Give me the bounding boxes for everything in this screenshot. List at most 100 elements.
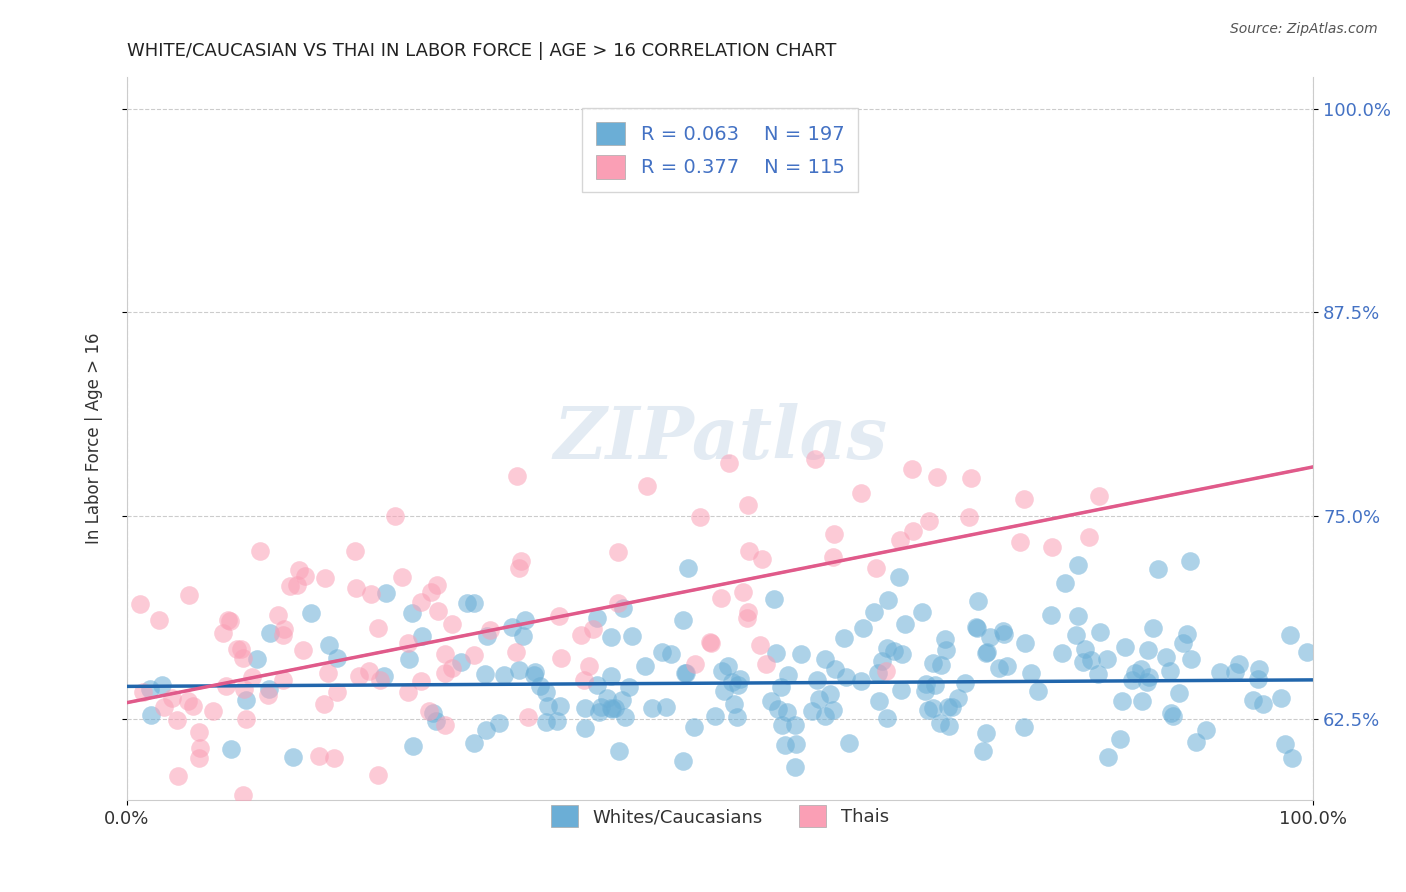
Point: [675, 666, 697, 681]
Point: [411, 673, 433, 688]
Point: [785, 737, 807, 751]
Point: [1249, 662, 1271, 676]
Point: [1010, 535, 1032, 549]
Point: [1227, 657, 1250, 672]
Point: [911, 605, 934, 619]
Point: [887, 570, 910, 584]
Point: [935, 642, 957, 657]
Point: [1111, 694, 1133, 708]
Point: [851, 621, 873, 635]
Point: [921, 701, 943, 715]
Point: [953, 676, 976, 690]
Point: [162, 691, 184, 706]
Point: [700, 635, 723, 649]
Point: [903, 524, 925, 538]
Point: [751, 551, 773, 566]
Point: [401, 606, 423, 620]
Point: [411, 629, 433, 643]
Point: [578, 659, 600, 673]
Point: [217, 613, 239, 627]
Point: [474, 667, 496, 681]
Point: [1088, 625, 1111, 640]
Point: [849, 674, 872, 689]
Point: [818, 687, 841, 701]
Point: [921, 657, 943, 671]
Point: [957, 509, 980, 524]
Point: [281, 750, 304, 764]
Point: [1135, 675, 1157, 690]
Point: [717, 659, 740, 673]
Point: [766, 702, 789, 716]
Point: [769, 680, 792, 694]
Point: [731, 584, 754, 599]
Point: [801, 704, 824, 718]
Point: [1184, 735, 1206, 749]
Point: [1021, 665, 1043, 680]
Point: [1274, 737, 1296, 751]
Point: [914, 677, 936, 691]
Point: [166, 713, 188, 727]
Point: [374, 586, 396, 600]
Point: [600, 702, 623, 716]
Point: [202, 705, 225, 719]
Point: [1012, 492, 1035, 507]
Point: [529, 679, 551, 693]
Text: WHITE/CAUCASIAN VS THAI IN LABOR FORCE | AGE > 16 CORRELATION CHART: WHITE/CAUCASIAN VS THAI IN LABOR FORCE |…: [127, 42, 837, 60]
Point: [965, 620, 987, 634]
Point: [463, 648, 485, 663]
Point: [988, 661, 1011, 675]
Text: ZIPatlas: ZIPatlas: [553, 403, 887, 474]
Point: [865, 561, 887, 575]
Point: [814, 652, 837, 666]
Point: [972, 744, 994, 758]
Point: [875, 664, 897, 678]
Point: [974, 646, 997, 660]
Point: [637, 479, 659, 493]
Point: [1136, 642, 1159, 657]
Point: [877, 592, 900, 607]
Point: [621, 629, 644, 643]
Point: [550, 650, 572, 665]
Point: [391, 570, 413, 584]
Point: [710, 664, 733, 678]
Point: [425, 714, 447, 728]
Point: [1241, 693, 1264, 707]
Point: [1130, 694, 1153, 708]
Point: [325, 651, 347, 665]
Point: [607, 744, 630, 758]
Point: [181, 699, 204, 714]
Point: [991, 624, 1014, 639]
Point: [308, 749, 330, 764]
Point: [979, 630, 1001, 644]
Point: [804, 451, 827, 466]
Point: [737, 605, 759, 619]
Point: [501, 620, 523, 634]
Point: [832, 631, 855, 645]
Point: [1040, 540, 1063, 554]
Point: [823, 526, 845, 541]
Point: [599, 701, 621, 715]
Point: [572, 673, 595, 688]
Point: [1080, 653, 1102, 667]
Point: [778, 667, 800, 681]
Point: [288, 563, 311, 577]
Point: [728, 672, 751, 686]
Point: [433, 666, 456, 681]
Point: [1195, 723, 1218, 737]
Point: [671, 754, 693, 768]
Point: [246, 652, 269, 666]
Point: [273, 622, 295, 636]
Point: [585, 611, 607, 625]
Point: [273, 820, 295, 834]
Point: [737, 499, 759, 513]
Point: [1137, 670, 1160, 684]
Point: [1175, 626, 1198, 640]
Point: [419, 585, 441, 599]
Point: [1130, 662, 1153, 676]
Point: [1026, 684, 1049, 698]
Point: [813, 709, 835, 723]
Point: [323, 751, 346, 765]
Point: [536, 684, 558, 698]
Point: [512, 629, 534, 643]
Point: [835, 670, 858, 684]
